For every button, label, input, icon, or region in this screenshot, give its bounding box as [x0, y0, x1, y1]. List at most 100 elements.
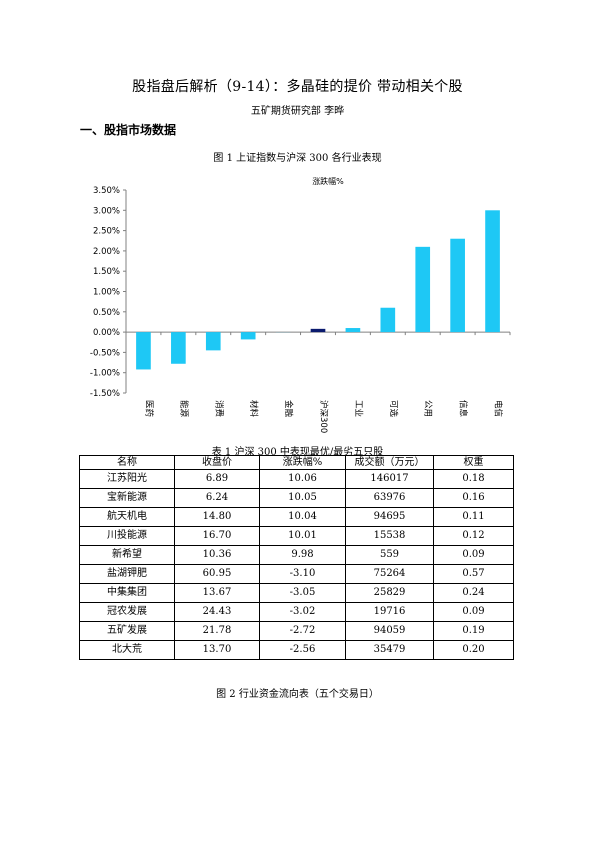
cell-weight: 0.20	[433, 640, 514, 660]
bar-1	[136, 332, 151, 370]
table-1-caption: 表 1 沪深 300 中表现最优/最劣五只股	[211, 447, 384, 458]
table-row: 川投能源 16.70 10.01 15538 0.12	[79, 526, 514, 546]
table-row: 中集集团 13.67 -3.05 25829 0.24	[79, 583, 514, 603]
cell-close: 6.89	[174, 469, 260, 489]
bar-6	[310, 328, 326, 333]
y-tick-label: 2.50%	[93, 227, 120, 237]
cell-name: 盐湖钾肥	[79, 564, 175, 584]
cell-turnover: 146017	[345, 469, 434, 489]
x-tick-label: 金融	[283, 400, 294, 418]
header-change: 涨跌幅%	[259, 455, 346, 470]
y-tick-label: -1.00%	[90, 369, 120, 379]
cell-change: -2.56	[259, 640, 346, 660]
cell-name: 冠农发展	[79, 602, 175, 622]
figure-1-caption: 图 1 上证指数与沪深 300 各行业表现	[213, 153, 382, 164]
cell-turnover: 75264	[345, 564, 434, 584]
y-tick-label: -0.50%	[90, 348, 120, 358]
document-author: 五矿期货研究部 李晔	[250, 106, 345, 117]
y-tick-label: 0.00%	[93, 328, 120, 338]
table-row: 北大荒 13.70 -2.56 35479 0.20	[79, 640, 514, 660]
y-tick-label: 0.50%	[93, 308, 120, 318]
cell-turnover: 25829	[345, 583, 434, 603]
table-row: 航天机电 14.80 10.04 94695 0.11	[79, 507, 514, 527]
cell-weight: 0.12	[433, 526, 514, 546]
table-row: 新希望 10.36 9.98 559 0.09	[79, 545, 514, 565]
cell-change: 10.01	[259, 526, 346, 546]
cell-close: 10.36	[174, 545, 260, 565]
cell-turnover: 35479	[345, 640, 434, 660]
bar-9	[415, 246, 431, 333]
cell-change: -3.10	[259, 564, 346, 584]
cell-change: 9.98	[259, 545, 346, 565]
table-header-row: 名称 收盘价 涨跌幅% 成交额（万元） 权重	[79, 455, 514, 470]
stock-performance-table: 名称 收盘价 涨跌幅% 成交额（万元） 权重 江苏阳光 6.89 10.06 1460…	[79, 455, 514, 660]
section-heading: 一、股指市场数据	[80, 123, 177, 137]
y-tick-label: 3.00%	[93, 206, 120, 216]
bar-10	[450, 238, 465, 333]
x-tick-label: 沪深300	[318, 400, 329, 433]
cell-change: 10.04	[259, 507, 346, 527]
table-row: 江苏阳光 6.89 10.06 146017 0.18	[79, 469, 514, 489]
cell-weight: 0.11	[433, 507, 514, 527]
cell-name: 航天机电	[79, 507, 175, 527]
cell-turnover: 559	[345, 545, 434, 565]
cell-weight: 0.19	[433, 621, 514, 641]
x-tick-label: 可选	[388, 400, 399, 418]
cell-change: -3.05	[259, 583, 346, 603]
table-row: 冠农发展 24.43 -3.02 19716 0.09	[79, 602, 514, 622]
x-tick-label: 医药	[143, 400, 154, 417]
cell-close: 21.78	[174, 621, 260, 641]
cell-turnover: 63976	[345, 488, 434, 508]
x-tick-label: 电信	[493, 400, 504, 418]
cell-weight: 0.09	[433, 602, 514, 622]
x-tick-label: 能源	[178, 400, 189, 418]
cell-change: 10.06	[259, 469, 346, 489]
table-row: 盐湖钾肥 60.95 -3.10 75264 0.57	[79, 564, 514, 584]
bar-7	[345, 328, 361, 333]
cell-weight: 0.09	[433, 545, 514, 565]
y-tick-label: 3.50%	[93, 186, 120, 196]
cell-weight: 0.24	[433, 583, 514, 603]
bar-3	[205, 332, 221, 351]
y-tick-label: 1.50%	[93, 267, 120, 277]
x-tick-label: 消费	[213, 400, 224, 418]
cell-weight: 0.16	[433, 488, 514, 508]
x-tick-label: 信息	[458, 400, 469, 418]
cell-turnover: 94059	[345, 621, 434, 641]
y-tick-label: 1.00%	[93, 288, 120, 298]
bar-8	[380, 307, 396, 333]
cell-weight: 0.18	[433, 469, 514, 489]
header-name: 名称	[79, 455, 175, 470]
bar-4	[240, 332, 256, 340]
cell-name: 宝新能源	[79, 488, 175, 508]
cell-close: 6.24	[174, 488, 260, 508]
industry-performance-chart: 涨跌幅% -1.50% -1.00% -0.50% 0.00% 0.50% 1.00% 1.5…	[90, 176, 511, 433]
cell-close: 13.67	[174, 583, 260, 603]
cell-weight: 0.57	[433, 564, 514, 584]
cell-close: 14.80	[174, 507, 260, 527]
x-tick-label: 材料	[248, 400, 259, 418]
table-row: 宝新能源 6.24 10.05 63976 0.16	[79, 488, 514, 508]
y-tick-label: 2.00%	[93, 247, 120, 257]
cell-turnover: 94695	[345, 507, 434, 527]
cell-close: 24.43	[174, 602, 260, 622]
x-tick-label: 公用	[423, 400, 433, 417]
cell-name: 江苏阳光	[79, 469, 175, 489]
header-close: 收盘价	[174, 455, 260, 470]
cell-name: 北大荒	[79, 640, 175, 660]
figure-2-caption: 图 2 行业资金流向表（五个交易日）	[216, 689, 379, 700]
cell-name: 新希望	[79, 545, 175, 565]
cell-name: 中集集团	[79, 583, 175, 603]
cell-close: 16.70	[174, 526, 260, 546]
header-turnover: 成交额（万元）	[345, 455, 434, 470]
table-row: 五矿发展 21.78 -2.72 94059 0.19	[79, 621, 514, 641]
cell-turnover: 15538	[345, 526, 434, 546]
header-weight: 权重	[433, 455, 514, 470]
cell-change: -2.72	[259, 621, 346, 641]
cell-turnover: 19716	[345, 602, 434, 622]
bar-11	[485, 210, 500, 333]
cell-close: 60.95	[174, 564, 260, 584]
cell-name: 川投能源	[79, 526, 175, 546]
chart-title: 涨跌幅%	[312, 176, 344, 186]
bar-2	[171, 332, 186, 364]
